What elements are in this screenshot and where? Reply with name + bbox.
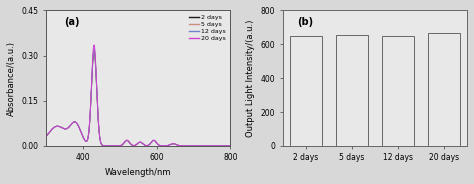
12 days (228, 145, 233, 147)
2 days (91, 50, 97, 52)
20 days (64, 127, 70, 130)
Bar (336, 35, 368, 146)
2 days (122, 141, 128, 143)
Bar (428, 33, 460, 146)
12 days (122, 141, 128, 143)
12 days (91, 47, 97, 50)
20 days (91, 44, 97, 46)
2 days (64, 127, 70, 130)
20 days (122, 141, 128, 143)
Y-axis label: Output Light Intensity/(a.u.): Output Light Intensity/(a.u.) (246, 20, 255, 137)
5 days (114, 145, 120, 147)
12 days (114, 145, 120, 147)
Line: 20 days: 20 days (46, 45, 230, 146)
2 days (114, 145, 120, 147)
Line: 5 days: 5 days (46, 49, 230, 146)
5 days (43, 135, 49, 137)
X-axis label: Wavelength/nm: Wavelength/nm (105, 168, 172, 177)
12 days (43, 135, 49, 137)
Line: 12 days: 12 days (46, 49, 230, 146)
Text: (a): (a) (64, 17, 80, 27)
5 days (64, 127, 70, 130)
Line: 2 days: 2 days (46, 51, 230, 146)
5 days (75, 124, 81, 126)
Legend: 2 days, 5 days, 12 days, 20 days: 2 days, 5 days, 12 days, 20 days (188, 14, 227, 42)
Bar (382, 36, 414, 146)
2 days (224, 145, 230, 147)
20 days (204, 145, 210, 147)
5 days (204, 145, 210, 147)
Y-axis label: Absorbance/(a.u.): Absorbance/(a.u.) (7, 41, 16, 116)
5 days (224, 145, 230, 147)
12 days (64, 127, 70, 130)
2 days (228, 145, 233, 147)
Text: (b): (b) (298, 17, 314, 27)
20 days (43, 135, 49, 137)
20 days (228, 145, 233, 147)
5 days (91, 48, 97, 51)
20 days (75, 124, 81, 126)
12 days (204, 145, 210, 147)
12 days (224, 145, 230, 147)
2 days (43, 135, 49, 137)
2 days (204, 145, 210, 147)
2 days (75, 124, 81, 126)
Bar (290, 36, 322, 146)
5 days (122, 141, 128, 143)
5 days (228, 145, 233, 147)
20 days (224, 145, 230, 147)
12 days (75, 124, 81, 126)
20 days (114, 145, 120, 147)
